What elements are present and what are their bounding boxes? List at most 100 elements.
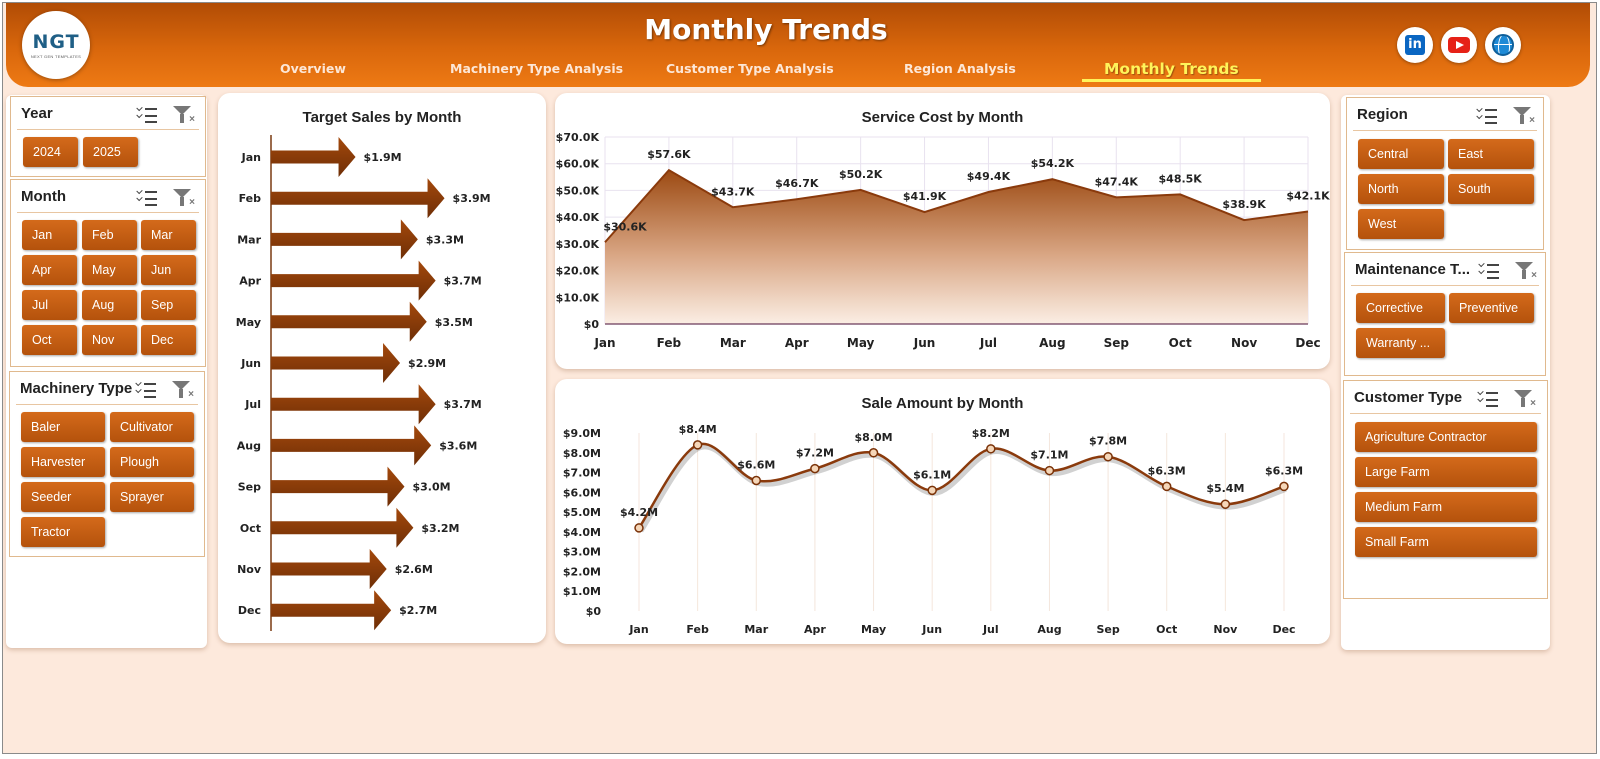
data-label: $8.4M <box>679 423 717 436</box>
linkedin-button[interactable]: in <box>1397 27 1433 63</box>
month-option-nov[interactable]: Nov <box>82 325 137 355</box>
x-tick-label: Jul <box>979 336 997 350</box>
month-option-apr[interactable]: Apr <box>22 255 77 285</box>
ngt-logo[interactable]: NGT NEXT GEN TEMPLATES <box>22 11 90 79</box>
month-option-may[interactable]: May <box>82 255 137 285</box>
divider <box>1351 285 1539 286</box>
divider <box>1353 130 1537 131</box>
machinery-option-plough[interactable]: Plough <box>110 447 194 477</box>
x-tick-label: Aug <box>1039 336 1065 350</box>
data-label: $6.3M <box>1265 464 1303 477</box>
region-slicer: Region × Central East North South West <box>1346 97 1544 250</box>
month-option-dec[interactable]: Dec <box>141 325 196 355</box>
month-option-oct[interactable]: Oct <box>22 325 77 355</box>
tab-monthly-trends[interactable]: Monthly Trends <box>1082 60 1261 82</box>
data-label: $6.6M <box>737 458 775 471</box>
data-point <box>810 463 820 474</box>
data-label: $3.5M <box>435 316 473 329</box>
multi-select-icon[interactable] <box>1476 105 1497 125</box>
tab-overview[interactable]: Overview <box>280 61 346 76</box>
x-tick-label: Aug <box>1037 623 1061 636</box>
target-bar <box>271 466 405 507</box>
x-tick-label: Jun <box>921 623 942 636</box>
month-option-aug[interactable]: Aug <box>82 290 137 320</box>
x-tick-label: Sep <box>1104 336 1130 350</box>
clear-filter-icon[interactable]: × <box>1514 389 1536 409</box>
tab-region-analysis[interactable]: Region Analysis <box>904 61 1016 76</box>
tab-customer-type-analysis[interactable]: Customer Type Analysis <box>666 61 834 76</box>
customer-option-agriculture-contractor[interactable]: Agriculture Contractor <box>1355 422 1537 452</box>
year-slicer: Year × 2024 2025 <box>10 96 206 177</box>
customer-option-large-farm[interactable]: Large Farm <box>1355 457 1537 487</box>
maintenance-type-slicer: Maintenance T... × Corrective Preventive… <box>1344 252 1546 376</box>
machinery-option-sprayer[interactable]: Sprayer <box>110 482 194 512</box>
machinery-option-cultivator[interactable]: Cultivator <box>110 412 194 442</box>
customer-option-medium-farm[interactable]: Medium Farm <box>1355 492 1537 522</box>
data-point <box>986 444 996 454</box>
data-label: $48.5K <box>1159 172 1203 185</box>
data-label: $7.1M <box>1030 449 1068 462</box>
region-option-south[interactable]: South <box>1448 174 1534 204</box>
y-tick-label: $7.0M <box>563 467 601 480</box>
service-cost-chart: $0 $10.0K $20.0K $30.0K $40.0K $50.0K $60.0K $7… <box>556 131 1330 350</box>
divider <box>16 404 198 405</box>
machinery-option-baler[interactable]: Baler <box>21 412 105 442</box>
data-label: $2.6M <box>395 563 433 576</box>
youtube-icon <box>1448 37 1470 53</box>
x-tick-label: Dec <box>1272 623 1295 636</box>
region-option-central[interactable]: Central <box>1358 139 1444 169</box>
clear-filter-icon[interactable]: × <box>1513 106 1535 126</box>
region-option-north[interactable]: North <box>1358 174 1444 204</box>
website-button[interactable] <box>1485 27 1521 63</box>
youtube-button[interactable] <box>1441 27 1477 63</box>
region-option-west[interactable]: West <box>1358 209 1444 239</box>
clear-filter-icon[interactable]: × <box>173 105 195 125</box>
maintenance-option-corrective[interactable]: Corrective <box>1356 293 1445 323</box>
month-label: Jun <box>240 357 261 370</box>
month-option-mar[interactable]: Mar <box>141 220 196 250</box>
y-tick-label: $70.0K <box>556 131 600 144</box>
data-label: $3.0M <box>413 481 451 494</box>
year-option-2025[interactable]: 2025 <box>83 137 138 167</box>
data-label: $50.2K <box>839 168 883 181</box>
data-label: $2.9M <box>408 357 446 370</box>
month-option-jan[interactable]: Jan <box>22 220 77 250</box>
machinery-option-seeder[interactable]: Seeder <box>21 482 105 512</box>
month-option-sep[interactable]: Sep <box>141 290 196 320</box>
data-point <box>1279 481 1289 492</box>
multi-select-icon[interactable] <box>1477 388 1498 408</box>
x-tick-label: Jun <box>913 336 936 350</box>
month-option-feb[interactable]: Feb <box>82 220 137 250</box>
machinery-option-tractor[interactable]: Tractor <box>21 517 105 547</box>
slicer-title: Customer Type <box>1354 389 1463 406</box>
multi-select-icon[interactable] <box>136 104 157 124</box>
region-option-east[interactable]: East <box>1448 139 1534 169</box>
maintenance-option-preventive[interactable]: Preventive <box>1449 293 1534 323</box>
month-option-jul[interactable]: Jul <box>22 290 77 320</box>
multi-select-icon[interactable] <box>1478 260 1499 280</box>
tab-machinery-type-analysis[interactable]: Machinery Type Analysis <box>450 61 624 76</box>
y-tick-label: $50.0K <box>556 184 600 197</box>
data-label: $38.9K <box>1222 198 1266 211</box>
y-tick-label: $1.0M <box>563 585 601 598</box>
month-label: Dec <box>238 604 261 617</box>
data-label: $6.1M <box>913 468 951 481</box>
month-option-jun[interactable]: Jun <box>141 255 196 285</box>
clear-filter-icon[interactable]: × <box>1515 261 1537 281</box>
year-option-2024[interactable]: 2024 <box>23 137 78 167</box>
data-label: $3.3M <box>426 233 464 246</box>
data-label: $1.9M <box>364 151 402 164</box>
machinery-option-harvester[interactable]: Harvester <box>21 447 105 477</box>
multi-select-icon[interactable] <box>136 187 157 207</box>
clear-filter-icon[interactable]: × <box>173 188 195 208</box>
customer-option-small-farm[interactable]: Small Farm <box>1355 527 1537 557</box>
multi-select-icon[interactable] <box>135 379 156 399</box>
data-label: $8.0M <box>854 431 892 444</box>
service-cost-line <box>604 168 1309 243</box>
x-tick-label: Sep <box>1096 623 1119 636</box>
data-point <box>1103 451 1113 462</box>
clear-filter-icon[interactable]: × <box>172 380 194 400</box>
header-bar: NGT NEXT GEN TEMPLATES Monthly Trends Ov… <box>6 3 1590 87</box>
data-label: $43.7K <box>711 185 755 198</box>
maintenance-option-warranty[interactable]: Warranty ... <box>1356 328 1445 358</box>
